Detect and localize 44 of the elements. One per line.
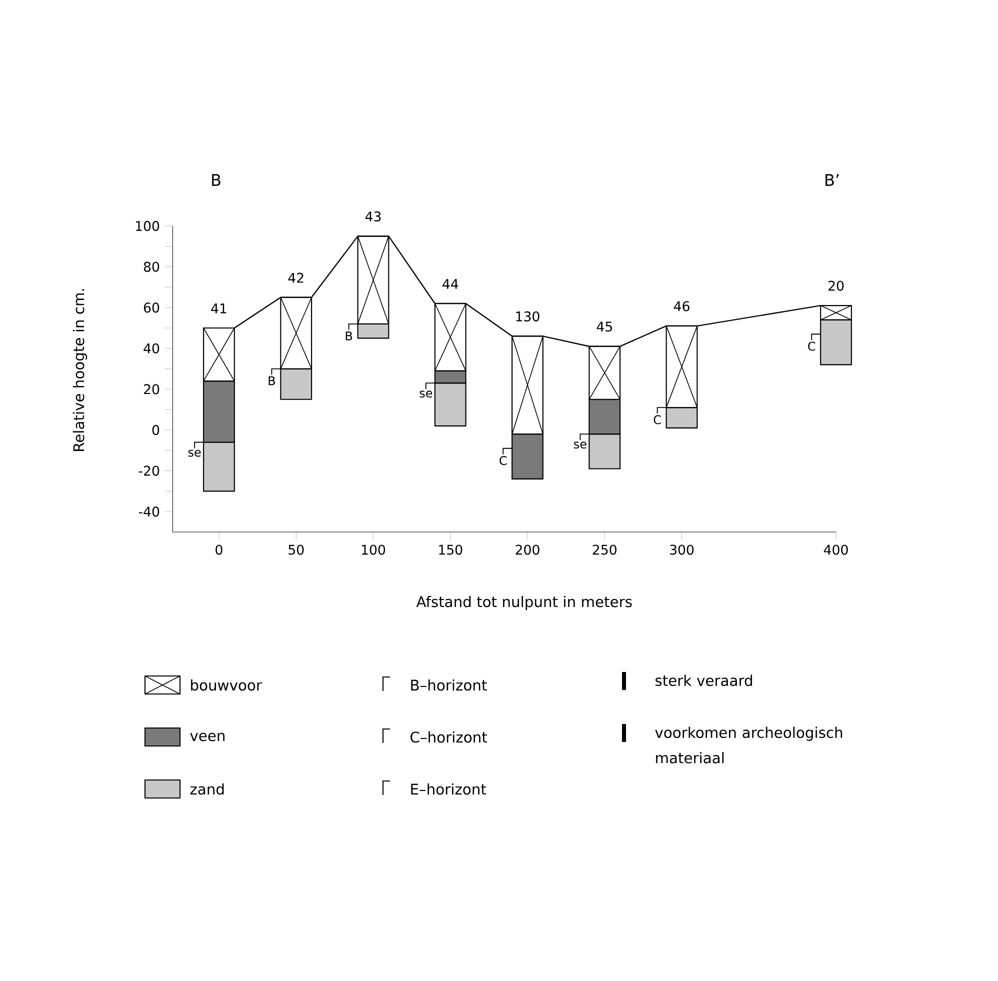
legend-label: bouwvoor — [191, 679, 262, 691]
annotation: se — [188, 450, 201, 457]
x-tick-label: 100 — [362, 544, 386, 555]
y-axis-title: Relative hoogte in cm. — [72, 289, 88, 451]
annotation: 130 — [516, 311, 540, 322]
legend-label: zand — [190, 783, 224, 795]
annotation: 43 — [365, 211, 381, 222]
text: B–horizont — [411, 679, 487, 691]
annotation: C — [654, 415, 661, 424]
annotation: B — [346, 332, 352, 340]
annotation: 46 — [674, 301, 690, 312]
text: sterk veraard — [656, 674, 752, 686]
y-tick-label: 0 — [152, 424, 160, 436]
annotation: 41 — [211, 304, 226, 314]
x-tick-label: 150 — [439, 544, 462, 555]
y-tick-label: 100 — [136, 220, 160, 232]
annotation: C — [500, 456, 507, 466]
text: E–horizont — [411, 783, 486, 795]
y-tick-label: -20 — [138, 466, 160, 476]
text: voorkomen archeologisch materiaal — [655, 726, 842, 764]
annotation: 20 — [828, 280, 844, 291]
annotation: 42 — [288, 272, 304, 283]
x-tick-label: 200 — [516, 544, 540, 555]
x-axis-title: Afstand tot nulpunt in meters — [416, 596, 632, 610]
y-tick-label: 80 — [144, 262, 160, 272]
annotation: se — [574, 442, 586, 449]
annotation: 45 — [596, 322, 612, 332]
x-tick-label: 300 — [670, 544, 694, 555]
annotation: B — [268, 376, 275, 386]
x-tick-label: 400 — [824, 544, 848, 555]
y-tick-label: -40 — [138, 506, 160, 517]
text: B’ — [826, 174, 839, 186]
y-tick-label: 40 — [144, 343, 160, 354]
y-tick-label: 60 — [144, 302, 160, 313]
y-tick-label: 20 — [144, 384, 160, 394]
annotation: C — [808, 342, 816, 351]
text: B — [212, 174, 220, 186]
x-tick-label: 250 — [592, 544, 616, 555]
annotation: se — [420, 390, 432, 398]
text: C–horizont — [410, 731, 488, 743]
x-tick-label: 0 — [216, 544, 222, 555]
x-tick-label: 50 — [288, 544, 304, 555]
annotation: 44 — [442, 279, 458, 289]
legend-label: veen — [190, 732, 224, 742]
